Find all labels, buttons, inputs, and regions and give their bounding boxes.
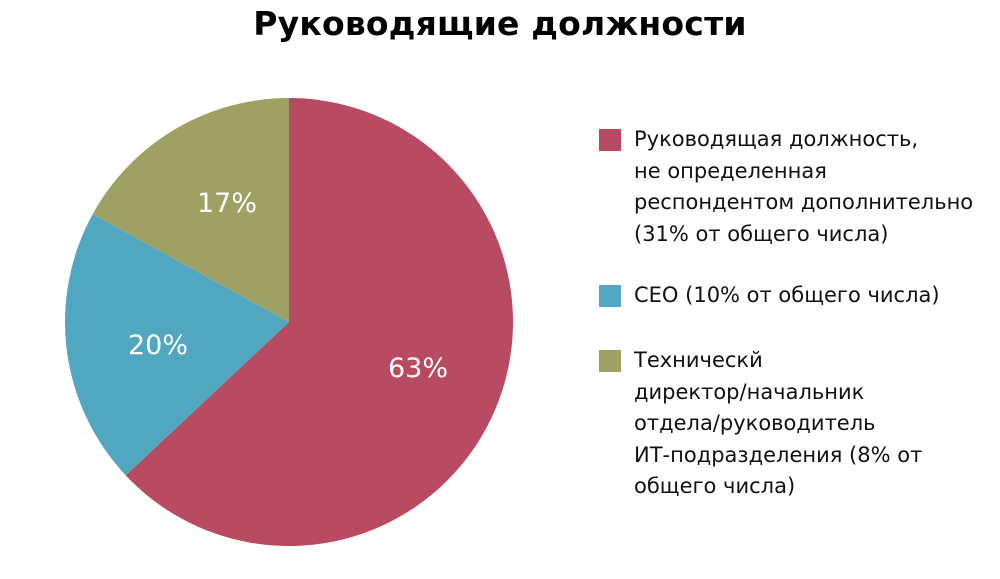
pie-slice-technical-director <box>92 98 289 322</box>
slice-label-17: 17% <box>197 188 257 219</box>
legend-line: отдела/руководитель <box>634 411 876 435</box>
legend-line: Техническй <box>634 348 763 372</box>
legend-line: не определенная <box>634 158 827 183</box>
legend-line: Руководящая должность, <box>634 127 919 151</box>
legend-line: респондентом дополнительно <box>634 190 974 214</box>
legend-swatch-red <box>599 129 621 151</box>
chart-title: Руководящие должности <box>253 4 747 43</box>
legend-item-technical-director: Техническй директор/начальник отдела/рук… <box>599 348 922 503</box>
legend-label: Техническй директор/начальник отдела/рук… <box>634 345 922 503</box>
legend-line: ИТ-подразделения (8% от <box>634 442 923 467</box>
slice-label-63: 63% <box>388 353 448 384</box>
legend-swatch-blue <box>599 285 621 307</box>
legend-line: CEO (10% от общего числа) <box>634 283 940 307</box>
slice-label-20: 20% <box>128 330 188 361</box>
pie-slice-ceo <box>65 214 290 476</box>
legend-line: общего числа) <box>634 474 796 498</box>
legend-label: CEO (10% от общего числа) <box>634 280 940 312</box>
pie-slice-management-unspecified <box>125 98 513 546</box>
pie-chart: 63% 20% 17% <box>65 98 513 546</box>
legend-line: (31% от общего числа) <box>634 221 889 246</box>
legend-swatch-olive <box>599 350 621 372</box>
legend-item-management-unspecified: Руководящая должность, не определенная р… <box>599 127 973 250</box>
legend-item-ceo: CEO (10% от общего числа) <box>599 283 940 312</box>
legend-label: Руководящая должность, не определенная р… <box>634 124 973 250</box>
legend-line: директор/начальник <box>634 379 865 404</box>
